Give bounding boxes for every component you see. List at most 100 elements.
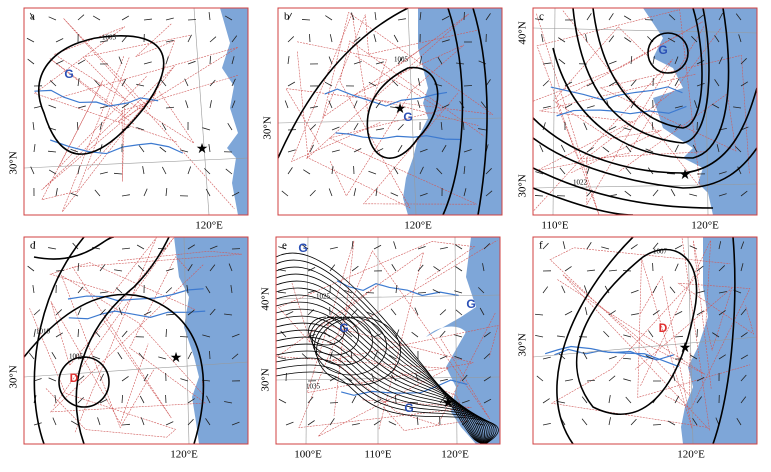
wind-barb xyxy=(733,106,742,109)
wind-barb xyxy=(137,265,145,272)
wind-barb xyxy=(77,286,84,294)
river xyxy=(335,132,462,141)
wind-barb xyxy=(99,122,103,131)
wind-barb xyxy=(278,398,287,404)
wind-barb xyxy=(586,242,592,250)
wind-barb xyxy=(92,15,101,21)
wind-barb xyxy=(696,396,703,404)
graticule xyxy=(704,8,709,215)
wind-barb xyxy=(608,310,616,316)
wind-barb xyxy=(714,79,720,87)
wind-barb xyxy=(49,80,57,87)
graticule xyxy=(687,237,694,444)
province-border xyxy=(82,34,239,182)
wind-barb xyxy=(716,144,720,153)
province-border xyxy=(329,44,479,197)
isobar-label: 1005 xyxy=(102,34,117,42)
wind-barb xyxy=(668,14,676,21)
wind-barb xyxy=(285,311,294,316)
wind-barb xyxy=(351,423,360,426)
wind-barb xyxy=(485,13,491,21)
isobar xyxy=(276,336,489,444)
wind-barb xyxy=(303,169,311,175)
wind-barb xyxy=(718,12,724,21)
wind-barb xyxy=(165,106,175,109)
wind-barb xyxy=(328,100,333,109)
wind-barb xyxy=(309,33,311,43)
wind-barb xyxy=(301,19,311,21)
wind-barb xyxy=(608,355,617,360)
wind-barb xyxy=(630,313,639,316)
wind-barb xyxy=(121,35,128,43)
wind-barb xyxy=(674,244,683,250)
wind-barb xyxy=(419,12,422,21)
wind-barb xyxy=(485,190,493,197)
wind-barb xyxy=(27,58,35,65)
wind-barb xyxy=(483,398,492,404)
wind-barb xyxy=(652,189,659,197)
graticule xyxy=(533,183,757,189)
lon-label: 100°E xyxy=(294,449,322,461)
wind-barb xyxy=(696,290,705,294)
wind-barb xyxy=(455,266,463,272)
wind-barb xyxy=(205,418,211,426)
wind-barb xyxy=(625,145,632,153)
isobar xyxy=(58,356,110,408)
wind-barb xyxy=(738,34,742,43)
river xyxy=(50,139,184,155)
wind-barb xyxy=(419,56,423,65)
wind-barb xyxy=(209,79,216,87)
map-area: 1007 D ★ xyxy=(533,237,757,444)
wind-barb xyxy=(534,313,544,316)
wind-barb xyxy=(397,18,406,21)
isobar-label: 1005 xyxy=(69,353,84,361)
wind-barb xyxy=(542,398,550,404)
wind-barb xyxy=(70,420,79,426)
wind-barb xyxy=(455,244,463,250)
wind-barb xyxy=(433,266,441,272)
wind-barb xyxy=(483,353,491,360)
wind-barb xyxy=(231,78,236,87)
wind-barb xyxy=(441,104,450,109)
wind-barb xyxy=(623,15,632,21)
wind-barb xyxy=(485,168,492,175)
graticule xyxy=(276,294,500,300)
wind-barb xyxy=(353,122,359,131)
wind-barb xyxy=(209,55,211,65)
wind-barb xyxy=(209,350,211,360)
isobar xyxy=(276,343,491,444)
wind-barb xyxy=(143,61,152,65)
isobar xyxy=(276,287,487,444)
graticule xyxy=(278,117,502,124)
isobar xyxy=(276,301,487,444)
wind-barb xyxy=(375,148,384,153)
wind-barb xyxy=(542,242,549,250)
pressure-center: G xyxy=(466,297,475,311)
wind-barb xyxy=(718,265,726,272)
map-area: 1005 G ★ xyxy=(24,8,248,215)
graticule xyxy=(24,361,248,378)
wind-barb xyxy=(608,269,617,272)
province-border xyxy=(664,282,755,410)
wind-barb xyxy=(77,166,80,175)
wind-barb xyxy=(718,310,726,316)
wind-barb xyxy=(417,264,424,272)
wind-barb xyxy=(77,307,82,316)
isobar xyxy=(38,35,165,155)
wind-barb xyxy=(696,310,704,316)
isobar xyxy=(572,8,710,144)
wind-barb xyxy=(441,39,450,43)
wind-barb xyxy=(209,100,212,109)
wind-barb xyxy=(51,351,57,360)
wind-barb xyxy=(541,34,544,43)
wind-barb xyxy=(284,100,289,109)
wind-barb xyxy=(483,243,491,250)
wind-barb xyxy=(461,399,470,404)
wind-barb xyxy=(558,58,566,65)
isobar xyxy=(24,293,205,444)
wind-barb xyxy=(623,127,632,131)
province-border xyxy=(291,12,387,163)
wind-barb xyxy=(608,35,615,43)
wind-barb xyxy=(29,12,35,21)
isobar xyxy=(533,87,757,174)
